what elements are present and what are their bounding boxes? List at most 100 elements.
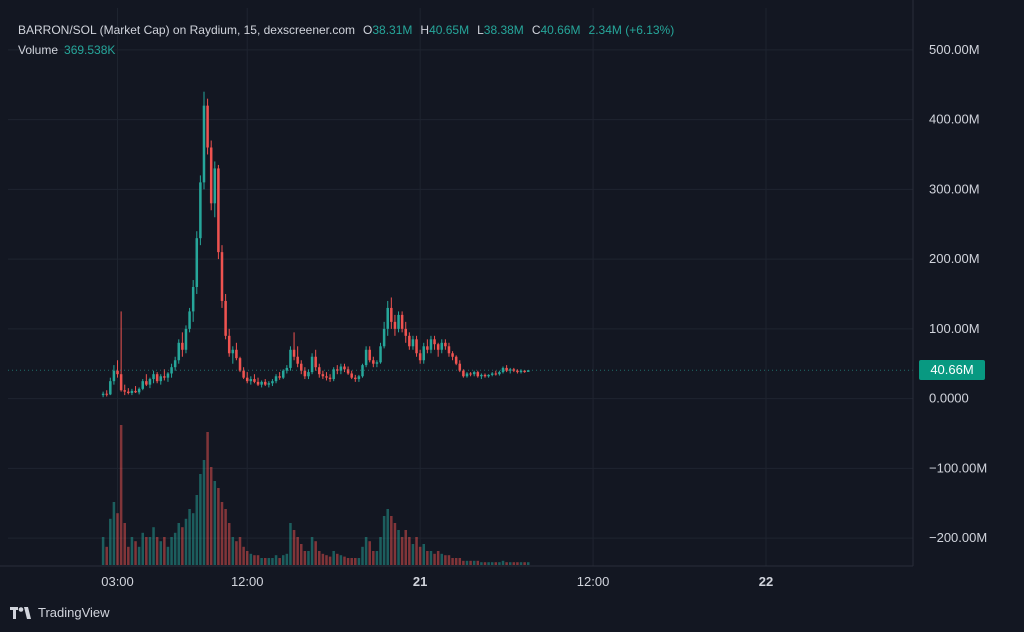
volume-bar: [368, 541, 371, 565]
candle-body: [390, 308, 393, 322]
candle-body: [224, 301, 227, 336]
candle-body: [329, 378, 332, 379]
volume-bar: [282, 555, 285, 565]
candle-body: [350, 373, 353, 377]
volume-bar: [307, 551, 310, 565]
volume-bar: [350, 558, 353, 565]
candle-body: [502, 368, 505, 372]
volume-bar: [314, 541, 317, 565]
chart-canvas[interactable]: 500.00M 400.00M 300.00M 200.00M 100.00M 0.000…: [0, 0, 1024, 598]
volume-bar: [242, 547, 245, 565]
volume-bar: [397, 530, 400, 565]
candle-body: [102, 394, 105, 395]
volume-bar: [469, 561, 472, 565]
x-tick-label: 21: [413, 574, 427, 589]
change-value: 2.34M (+6.13%): [589, 20, 675, 40]
tradingview-brand: TradingView: [38, 605, 110, 620]
volume-bar: [441, 554, 444, 565]
candle-body: [199, 182, 202, 238]
volume-bar: [354, 558, 357, 565]
candle-body: [293, 350, 296, 357]
candle-body: [397, 315, 400, 329]
volume-bar: [260, 558, 263, 565]
chart-pane[interactable]: 500.00M 400.00M 300.00M 200.00M 100.00M 0.000…: [0, 0, 1024, 598]
y-tick-label: 0.0000: [929, 391, 969, 406]
candle-body: [217, 168, 220, 252]
candle-body: [257, 382, 260, 385]
volume-bar: [502, 561, 505, 565]
candle-body: [271, 381, 274, 383]
volume-bar: [250, 554, 253, 565]
grid-layer: [8, 8, 913, 566]
volume-bar: [141, 533, 144, 565]
candle-body: [491, 373, 494, 374]
volume-bar: [426, 551, 429, 565]
axis-layer: 500.00M 400.00M 300.00M 200.00M 100.00M 0.000…: [0, 0, 987, 589]
volume-bar: [422, 544, 425, 565]
candle-body: [300, 364, 303, 371]
candle-body: [404, 329, 407, 336]
candle-body: [487, 375, 490, 376]
volume-label[interactable]: Volume: [18, 40, 58, 60]
open-value: 38.31M: [372, 20, 412, 40]
volume-bar: [495, 562, 498, 565]
volume-layer: [102, 425, 530, 565]
candle-body: [455, 357, 458, 364]
candle-body: [109, 381, 112, 394]
volume-bar: [224, 509, 227, 565]
candle-layer: [8, 92, 913, 398]
volume-bar: [134, 541, 137, 565]
volume-bar: [123, 523, 126, 565]
volume-bar: [513, 562, 516, 565]
candle-body: [386, 308, 389, 329]
candle-body: [430, 339, 433, 349]
volume-bar: [516, 562, 519, 565]
candle-body: [477, 372, 480, 376]
volume-bar: [361, 547, 364, 565]
y-tick-label: −100.00M: [929, 460, 987, 475]
volume-bar: [105, 547, 108, 565]
volume-bar: [404, 530, 407, 565]
candle-body: [523, 371, 526, 372]
volume-bar: [296, 537, 299, 565]
candle-body: [426, 346, 429, 349]
candle-body: [239, 358, 242, 371]
candle-body: [509, 369, 512, 370]
symbol-title[interactable]: BARRON/SOL (Market Cap) on Raydium, 15, …: [18, 20, 355, 40]
candle-body: [178, 343, 181, 360]
volume-bar: [437, 551, 440, 565]
y-tick-label: 400.00M: [929, 112, 980, 127]
candle-body: [365, 350, 368, 365]
volume-bar: [264, 558, 267, 565]
volume-bar: [214, 481, 217, 565]
volume-bar: [217, 488, 220, 565]
volume-bar: [127, 547, 130, 565]
volume-bar: [109, 519, 112, 565]
volume-bar: [278, 558, 281, 565]
volume-bar: [300, 544, 303, 565]
volume-bar: [343, 557, 346, 565]
candle-body: [242, 371, 245, 378]
volume-value: 369.538K: [64, 40, 115, 60]
volume-bar: [311, 537, 314, 565]
volume-bar: [477, 561, 480, 565]
candle-body: [181, 343, 184, 350]
candle-body: [505, 368, 508, 371]
candle-body: [444, 343, 447, 346]
candle-body: [304, 371, 307, 377]
volume-bar: [480, 562, 483, 565]
volume-bar: [336, 554, 339, 565]
candle-body: [433, 339, 436, 344]
candle-body: [196, 238, 199, 287]
tradingview-logo[interactable]: TradingView: [10, 605, 110, 620]
candle-body: [145, 381, 148, 384]
volume-bar: [523, 562, 526, 565]
volume-bar: [268, 558, 271, 565]
volume-bar: [232, 537, 235, 565]
volume-bar: [275, 555, 278, 565]
volume-bar: [170, 537, 173, 565]
volume-bar: [386, 509, 389, 565]
volume-bar: [487, 562, 490, 565]
candle-body: [415, 339, 418, 353]
volume-bar: [178, 523, 181, 565]
